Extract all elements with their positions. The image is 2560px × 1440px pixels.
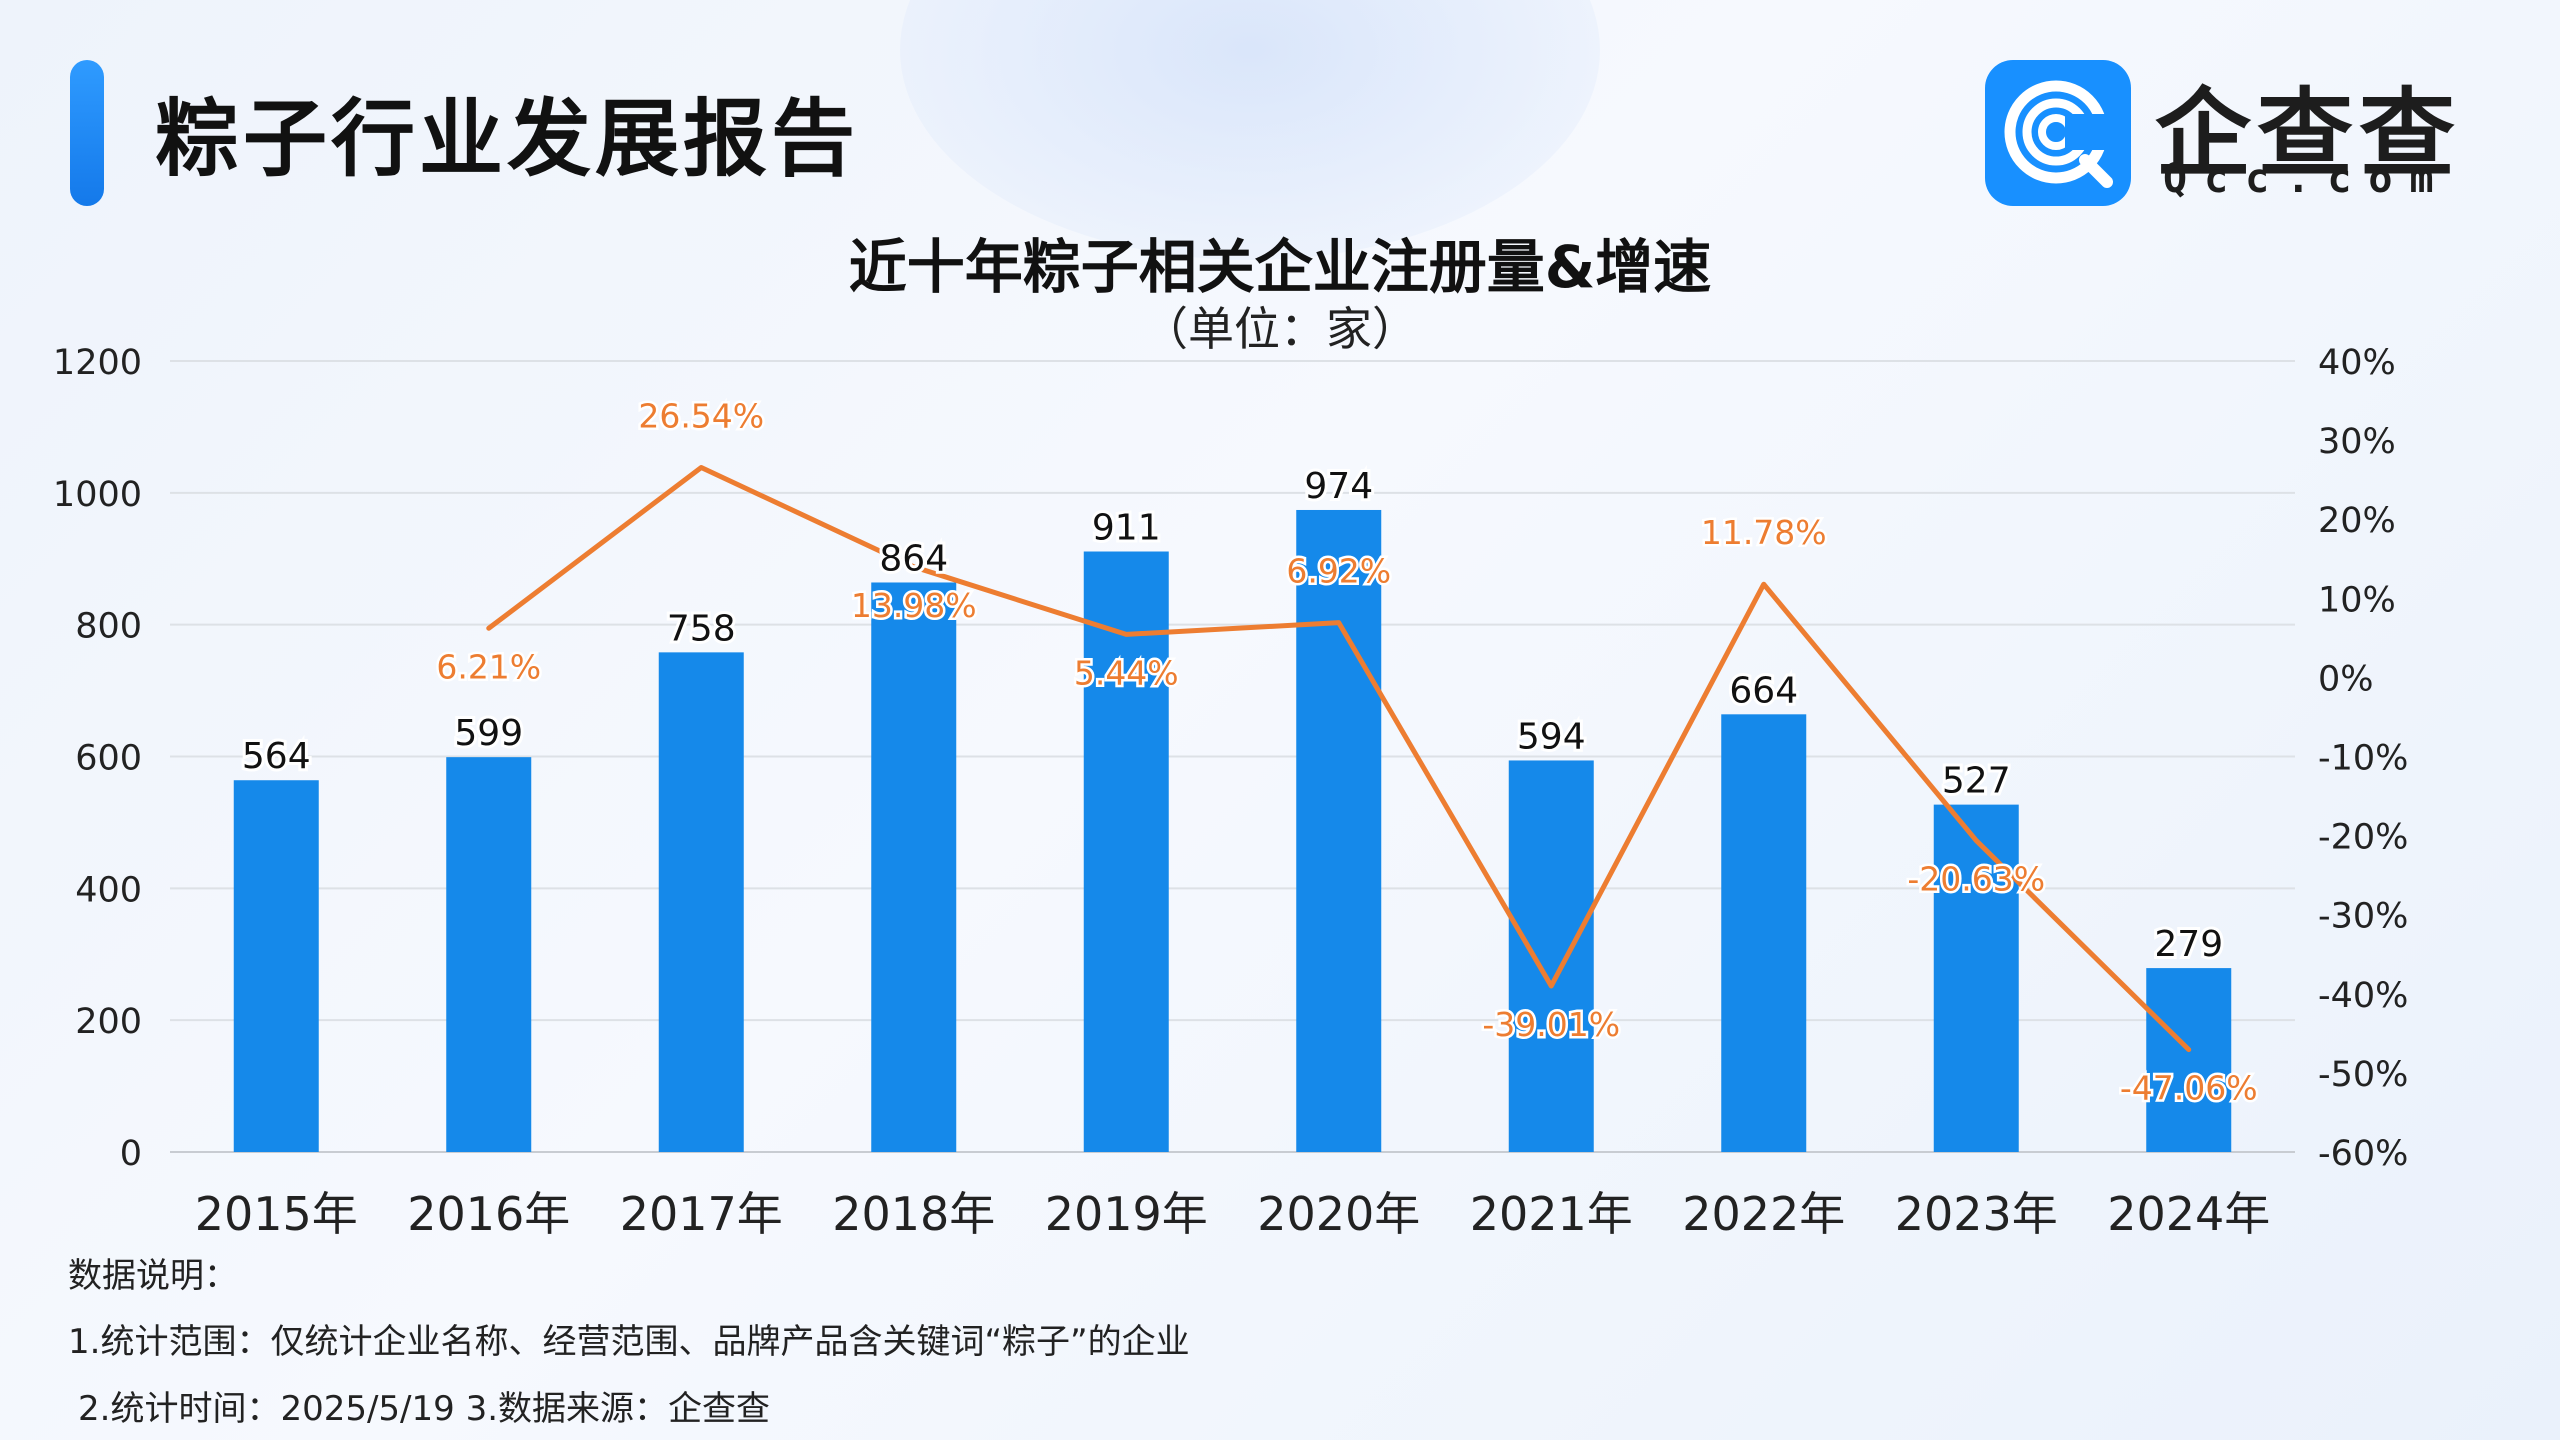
y-right-tick-label: -20% [2318, 818, 2408, 858]
x-tick-label: 2019年 [1045, 1187, 1208, 1241]
x-tick-label: 2023年 [1895, 1187, 2058, 1241]
bar [2146, 968, 2232, 1152]
bar-value-label: 527 [1942, 761, 2011, 802]
x-tick-label: 2015年 [195, 1187, 358, 1241]
growth-rate-label: 13.98% [851, 586, 977, 625]
x-tick-label: 2021年 [1470, 1187, 1633, 1241]
bar-value-label: 911 [1092, 507, 1161, 548]
y-right-tick-label: 0% [2318, 659, 2374, 699]
bar-value-label: 599 [454, 713, 523, 754]
growth-rate-label: 11.78% [1701, 513, 1827, 552]
y-right-tick-label: -30% [2318, 897, 2408, 937]
bar [1721, 714, 1807, 1152]
y-right-tick-label: -10% [2318, 739, 2408, 779]
y-left-tick-label: 400 [75, 870, 142, 910]
y-right-tick-label: -50% [2318, 1055, 2408, 1095]
x-tick-label: 2022年 [1682, 1187, 1845, 1241]
logo-wordmark: 企查查 [2155, 78, 2461, 190]
y-left-tick-label: 1200 [53, 343, 142, 383]
notes-scope: 1.统计范围：仅统计企业名称、经营范围、品牌产品含关键词“粽子”的企业 [68, 1322, 1190, 1362]
growth-line [486, 464, 2192, 1053]
bar [658, 652, 744, 1152]
y-left-tick-label: 1000 [53, 475, 142, 515]
x-tick-label: 2016年 [407, 1187, 570, 1241]
bar-value-label: 864 [879, 538, 948, 579]
bar [1508, 760, 1594, 1152]
notes-heading: 数据说明： [68, 1256, 238, 1296]
bar [1083, 551, 1169, 1152]
x-tick-label: 2020年 [1257, 1187, 1420, 1241]
y-left-tick-label: 200 [75, 1002, 142, 1042]
bar [1296, 509, 1382, 1152]
growth-rate-label: 5.44% [1074, 653, 1179, 692]
notes-time-source: 2.统计时间：2025/5/19 3.数据来源：企查查 [78, 1389, 771, 1429]
bar-value-label: 279 [2154, 924, 2223, 965]
y-right-tick-label: 30% [2318, 422, 2396, 462]
bar-value-label: 664 [1729, 670, 1798, 711]
qcc-logo-icon [1985, 60, 2131, 206]
bar [446, 757, 532, 1152]
y-left-tick-label: 0 [120, 1134, 142, 1174]
chart-title: 近十年粽子相关企业注册量&增速 [848, 233, 1712, 301]
y-right-tick-label: 10% [2318, 580, 2396, 620]
x-tick-label: 2024年 [2107, 1187, 2270, 1241]
bar-value-label: 974 [1304, 466, 1373, 507]
y-left-tick-label: 800 [75, 607, 142, 647]
growth-rate-label: -20.63% [1907, 860, 2045, 899]
bar-value-label: 594 [1517, 716, 1586, 757]
y-right-tick-label: 40% [2318, 343, 2396, 383]
y-right-tick-label: -60% [2318, 1134, 2408, 1174]
title-accent-bar [70, 60, 104, 206]
y-right-tick-label: -40% [2318, 976, 2408, 1016]
growth-rate-label: 26.54% [638, 396, 764, 435]
x-tick-label: 2018年 [832, 1187, 995, 1241]
growth-rate-label: -39.01% [1482, 1005, 1620, 1044]
y-right-tick-label: 20% [2318, 501, 2396, 541]
y-left-tick-label: 600 [75, 739, 142, 779]
logo-domain: Qcc.com [2163, 156, 2451, 202]
x-tick-label: 2017年 [620, 1187, 783, 1241]
bar [233, 780, 319, 1152]
bar [1933, 804, 2019, 1152]
growth-rate-label: 6.92% [1286, 552, 1391, 591]
bar-value-label: 564 [242, 736, 311, 777]
bar [871, 582, 957, 1152]
chart-subtitle: （单位：家） [1142, 302, 1418, 356]
growth-rate-label: -47.06% [2120, 1069, 2258, 1108]
report-title: 粽子行业发展报告 [155, 90, 860, 188]
bar-value-label: 758 [667, 608, 736, 649]
growth-rate-label: 6.21% [436, 647, 541, 686]
